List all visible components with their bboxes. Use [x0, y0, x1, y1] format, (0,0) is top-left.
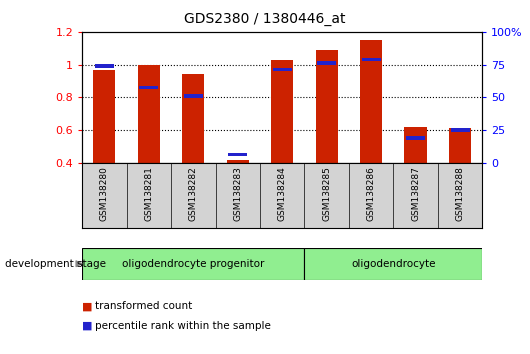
Bar — [304, 248, 482, 280]
Text: GSM138281: GSM138281 — [144, 166, 153, 221]
Text: percentile rank within the sample: percentile rank within the sample — [95, 321, 271, 331]
Bar — [95, 64, 114, 68]
Bar — [404, 127, 427, 163]
Text: transformed count: transformed count — [95, 301, 192, 311]
Text: ■: ■ — [82, 321, 93, 331]
Text: GSM138284: GSM138284 — [278, 166, 287, 221]
Bar — [82, 248, 304, 280]
Bar — [138, 65, 160, 163]
Bar — [273, 68, 292, 71]
Bar — [449, 129, 471, 163]
Bar — [450, 128, 470, 132]
Text: GDS2380 / 1380446_at: GDS2380 / 1380446_at — [184, 12, 346, 27]
Bar — [227, 160, 249, 163]
Text: GSM138285: GSM138285 — [322, 166, 331, 221]
Bar — [182, 74, 205, 163]
Text: ■: ■ — [82, 301, 93, 311]
Text: GSM138286: GSM138286 — [367, 166, 376, 221]
Text: GSM138287: GSM138287 — [411, 166, 420, 221]
Text: GSM138280: GSM138280 — [100, 166, 109, 221]
Bar — [406, 137, 425, 140]
Text: oligodendrocyte: oligodendrocyte — [351, 259, 436, 269]
Bar — [184, 94, 203, 97]
Bar — [361, 58, 381, 62]
Bar — [139, 86, 158, 89]
Text: GSM138288: GSM138288 — [456, 166, 465, 221]
Bar — [360, 40, 382, 163]
Text: development stage: development stage — [5, 259, 107, 269]
Bar — [228, 153, 247, 156]
Bar — [317, 61, 336, 65]
Bar — [315, 50, 338, 163]
Bar — [271, 60, 293, 163]
Text: GSM138282: GSM138282 — [189, 166, 198, 221]
Text: oligodendrocyte progenitor: oligodendrocyte progenitor — [122, 259, 264, 269]
Text: GSM138283: GSM138283 — [233, 166, 242, 221]
Bar — [93, 69, 116, 163]
